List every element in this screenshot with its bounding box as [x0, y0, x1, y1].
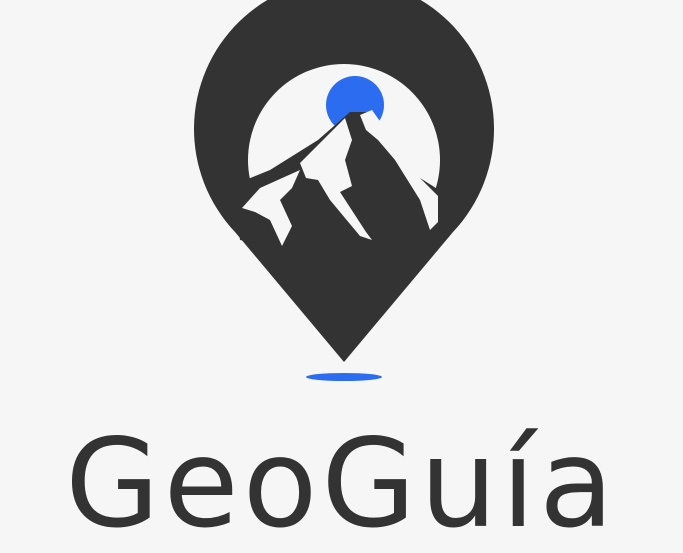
snow-cap-left	[242, 170, 300, 246]
brand-wordmark: GeoGuía	[0, 415, 683, 553]
snow-cap-center	[300, 118, 372, 240]
pin-shadow	[306, 373, 382, 381]
brand-name: GeoGuía	[65, 413, 618, 553]
map-pin-mountain-icon	[194, 0, 494, 381]
snow-cap-right	[360, 110, 438, 230]
